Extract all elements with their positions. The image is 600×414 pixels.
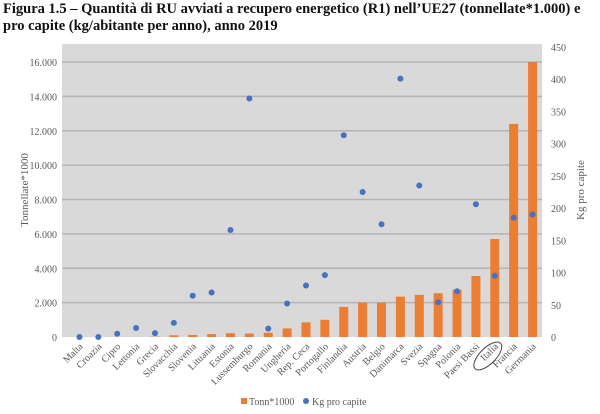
bar-polonia [452, 289, 462, 337]
point-italia [491, 272, 498, 279]
y-tick-label: 8.000 [35, 196, 58, 207]
y2-tick-label: 350 [551, 107, 566, 118]
point-ungheria [284, 300, 291, 307]
point-repceca [303, 282, 309, 289]
y-tick-label: 4.000 [35, 264, 58, 275]
legend-point-swatch [303, 398, 309, 404]
y2-tick-label: 400 [551, 75, 566, 86]
bar-danimarca [395, 296, 405, 337]
legend-bar-label: Tonn*1000 [249, 397, 294, 408]
bar-spagna [433, 293, 443, 337]
bar-romania [263, 332, 273, 337]
bar-austria [358, 302, 368, 337]
bar-paesibassi [471, 275, 481, 337]
bar-portogallo [320, 319, 330, 337]
y-tick-label: 14.000 [30, 92, 58, 103]
bar-repceca [301, 322, 311, 337]
bar-italia [490, 239, 500, 337]
bar-germania [528, 62, 538, 337]
point-estonia [227, 227, 234, 234]
highlight-ellipse [473, 341, 503, 371]
y2-tick-label: 450 [551, 43, 566, 54]
y2-tick-label: 250 [551, 172, 566, 183]
y-axis-label: Tonnellate*1000 [19, 153, 31, 227]
y-tick-label: 6.000 [35, 230, 58, 241]
bar-slovacchia [169, 335, 179, 337]
bar-belgio [377, 302, 387, 337]
point-belgio [378, 221, 385, 228]
bar-lussemburgo [244, 333, 254, 337]
point-svezia [416, 182, 423, 189]
bar-ungheria [282, 328, 292, 337]
y-tick-label: 12.000 [30, 127, 58, 138]
y2-tick-label: 0 [551, 333, 556, 344]
point-grecia [151, 330, 158, 337]
y2-tick-label: 300 [551, 140, 566, 151]
plot-area [62, 44, 542, 337]
legend-bar-swatch [241, 398, 247, 404]
y2-tick-label: 50 [551, 301, 561, 312]
bar-svezia [414, 294, 424, 337]
y2-axis-label: Kg pro capite [575, 160, 587, 220]
y2-tick-label: 100 [551, 269, 566, 280]
point-slovenia [189, 292, 196, 299]
point-paesibassi [472, 201, 479, 208]
point-cipro [114, 330, 121, 337]
point-lussemburgo [246, 95, 253, 102]
y-tick-label: 10.000 [30, 161, 58, 172]
y2-tick-label: 200 [551, 204, 566, 215]
point-lituania [208, 289, 215, 296]
bar-slovenia [188, 334, 198, 337]
bar-finlandia [339, 306, 349, 337]
point-polonia [454, 288, 461, 295]
chart-title: Figura 1.5 – Quantità di RU avviati a re… [3, 1, 581, 34]
bar-lituania [207, 334, 217, 337]
point-austria [359, 189, 366, 195]
y-tick-label: 0 [52, 333, 57, 344]
legend-point-label: Kg pro capite [312, 397, 367, 408]
point-slovacchia [170, 319, 177, 326]
point-malta [76, 334, 83, 340]
point-danimarca [397, 75, 404, 82]
point-germania [529, 211, 536, 218]
bar-francia [509, 123, 519, 337]
y2-tick-label: 150 [551, 236, 566, 247]
point-croazia [95, 334, 102, 340]
point-romania [265, 325, 272, 332]
point-spagna [435, 299, 442, 306]
point-lettonia [133, 324, 140, 331]
point-portogallo [321, 272, 328, 279]
point-francia [510, 214, 517, 221]
point-finlandia [340, 132, 347, 139]
bar-estonia [225, 333, 235, 337]
y-tick-label: 2.000 [35, 299, 58, 310]
y-tick-label: 16.000 [30, 58, 58, 69]
